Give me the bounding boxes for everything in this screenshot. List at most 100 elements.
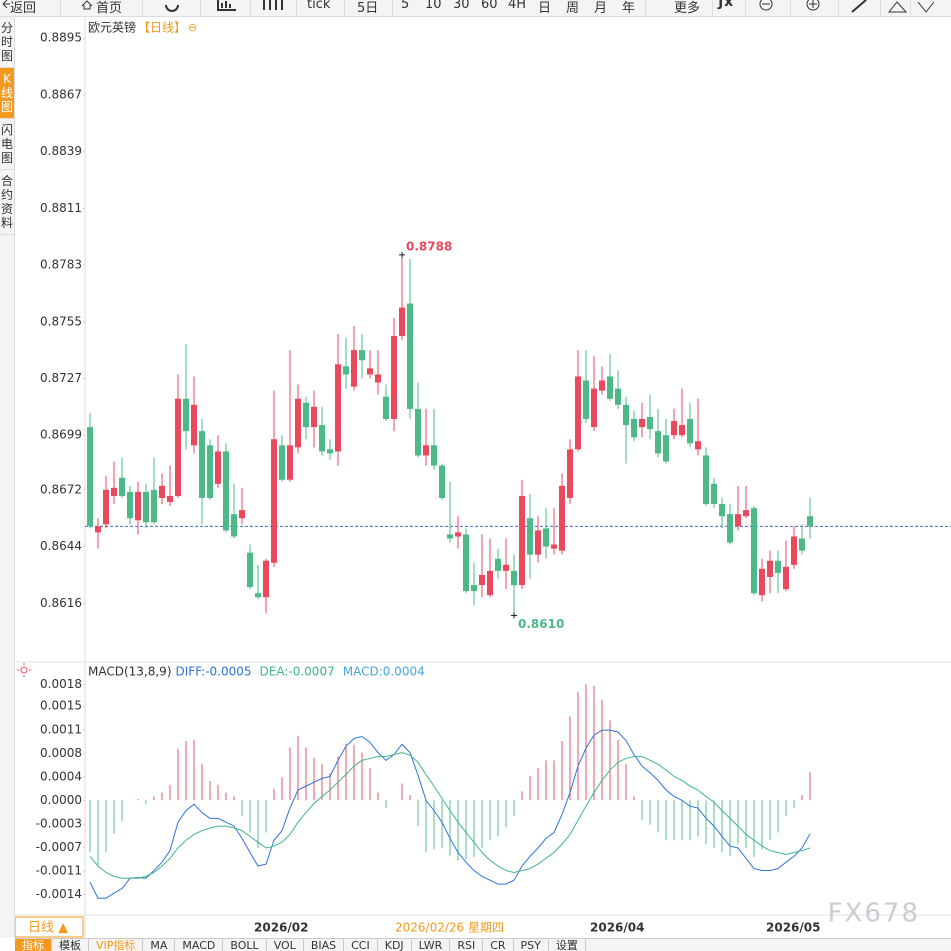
indicator-tab[interactable]: 指标 (15, 939, 52, 951)
candle-body (559, 485, 565, 551)
candle-body (359, 350, 365, 361)
toolbar-button[interactable]: 首页 (96, 1, 123, 16)
indicator-tab[interactable]: VOL (267, 939, 304, 951)
indicator-tab[interactable]: LWR (412, 939, 451, 951)
indicator-line (89, 752, 811, 879)
period-selector-box[interactable] (14, 916, 84, 938)
candle-body (687, 418, 693, 444)
candle-body (791, 536, 797, 565)
period-selector[interactable]: 日线 ▲ (28, 921, 68, 936)
y-tick-label: 0.8644 (40, 539, 82, 553)
zoom-in-plus[interactable] (809, 0, 817, 8)
triangle-icon[interactable] (887, 1, 908, 13)
macd-settings-icon[interactable] (17, 663, 31, 677)
candle-icon[interactable] (263, 0, 283, 10)
toolbar-button[interactable]: 日 (538, 1, 552, 16)
sidebar-item[interactable]: 合约资料 (0, 170, 14, 235)
sidebar-item[interactable]: K线图 (0, 68, 14, 119)
y-tick-label: -0.0014 (36, 887, 82, 901)
candle-body (703, 455, 709, 505)
back-icon[interactable] (2, 0, 10, 9)
candle-body (439, 465, 445, 498)
candle-body (583, 380, 589, 419)
chart-icon[interactable] (217, 0, 236, 11)
home-icon[interactable] (81, 0, 93, 10)
candle-body (727, 514, 733, 543)
candle-body (343, 366, 349, 375)
zoom-out-icon[interactable] (759, 0, 773, 11)
candle-body (407, 303, 413, 409)
candle-body (151, 489, 157, 523)
candle-body (207, 445, 213, 498)
indicator-tab[interactable]: 模板 (52, 939, 89, 951)
candle-body (239, 510, 245, 519)
y-tick-label: 0.8727 (40, 371, 82, 385)
legend-entry: DIFF:-0.0005 (176, 665, 252, 679)
candle-body (599, 380, 605, 391)
toolbar-button[interactable]: 年 (622, 1, 636, 16)
indicator-tab[interactable]: 设置 (549, 939, 586, 951)
indicator-tab[interactable]: RSI (450, 939, 484, 951)
toolbar-separator (60, 0, 61, 16)
indicator-tab[interactable]: KDJ (378, 939, 412, 951)
candle-body (471, 585, 477, 592)
toolbar-button[interactable]: tick (307, 0, 331, 12)
candle-body (263, 560, 269, 598)
toolbar-button[interactable]: 60 (481, 0, 498, 12)
candle-body (383, 396, 389, 419)
toolbar-button[interactable]: 周 (566, 1, 580, 16)
toolbar-separator (296, 0, 297, 16)
sidebar: 分时图 K线图 闪电图 合约资料 (0, 17, 15, 938)
toolbar-button[interactable]: 5日 (357, 1, 379, 16)
candle-body (623, 404, 629, 426)
candle-body (87, 427, 93, 527)
candle-body (679, 425, 685, 436)
candle-body (319, 425, 325, 452)
toolbar-button[interactable]: 返回 (10, 1, 37, 16)
candle-body (655, 431, 661, 454)
indicator-tab[interactable]: MACD (175, 939, 224, 951)
candle-body (551, 544, 557, 549)
indicator-tab[interactable]: VIP指标 (89, 939, 144, 951)
candle-body (807, 516, 813, 527)
toolbar-separator (880, 0, 881, 16)
sidebar-item[interactable]: 闪电图 (0, 119, 14, 170)
extreme-label: 0.8788 (406, 239, 452, 253)
candle-body (695, 441, 701, 450)
toolbar-button[interactable]: 30 (453, 0, 470, 12)
indicator-tab[interactable]: BOLL (223, 939, 267, 951)
pen-icon[interactable] (851, 0, 867, 13)
toolbar-separator (910, 0, 911, 16)
toolbar-button[interactable]: 更多 (674, 1, 701, 16)
indicator-tab[interactable]: MA (143, 939, 176, 951)
y-tick-label: 0.0008 (40, 746, 82, 760)
candle-body (591, 388, 597, 428)
y-tick-label: 0.8755 (40, 314, 82, 328)
toolbar-button[interactable]: 4H (508, 0, 527, 12)
toolbar-button[interactable]: 5 (401, 0, 410, 12)
zoom-in-icon[interactable] (806, 0, 820, 11)
candle-body (327, 449, 333, 454)
indicator-tab[interactable]: CCI (344, 939, 378, 951)
candle-body (759, 568, 765, 596)
candle-body (423, 445, 429, 456)
candle-body (711, 483, 717, 505)
indicator-tab[interactable]: PSY (514, 939, 549, 951)
sidebar-item[interactable]: 分时图 (0, 17, 14, 68)
indicator-tab[interactable]: CR (483, 939, 514, 951)
toolbar-separator (200, 0, 201, 16)
x-tick-label: 2026/05 (766, 921, 820, 935)
toolbar-button[interactable]: 月 (594, 1, 608, 16)
toolbar-separator (392, 0, 393, 16)
fx-icon[interactable]: ƒx (717, 0, 733, 10)
refresh-icon[interactable] (165, 4, 179, 12)
indicator-line (89, 729, 811, 899)
candle-body (783, 566, 789, 590)
candle-body (511, 570, 517, 586)
indicator-tab[interactable]: BIAS (304, 939, 345, 951)
candle-body (495, 558, 501, 571)
y-tick-label: 0.8672 (40, 482, 82, 496)
toolbar-button[interactable]: 10 (425, 0, 442, 12)
caret-icon[interactable] (917, 1, 935, 13)
candle-body (663, 435, 669, 462)
